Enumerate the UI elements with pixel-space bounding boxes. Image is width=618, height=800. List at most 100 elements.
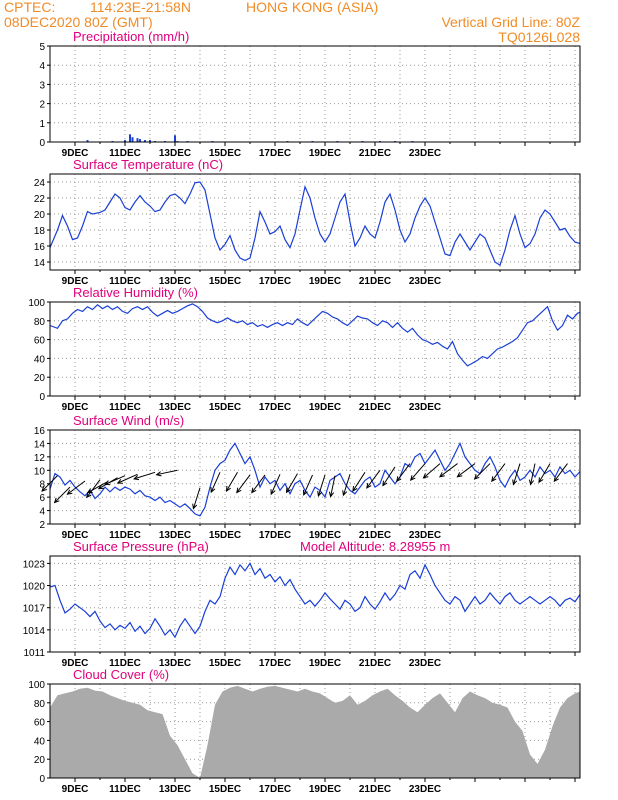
wind-wind-arrowhead — [285, 487, 291, 494]
wind-wind-arrowhead — [225, 485, 231, 492]
wind-wind-arrow — [352, 472, 366, 492]
wind-plot-bg — [50, 430, 580, 524]
wind-wind-arrow — [410, 463, 426, 481]
pressure-xtick-label: 13DEC — [159, 658, 191, 669]
wind-xtick-label: 21DEC — [359, 530, 391, 541]
pressure-subtitle: Model Altitude: 8.28955 m — [300, 539, 450, 554]
pressure-xtick-label: 15DEC — [209, 658, 241, 669]
precip-title: Precipitation (mm/h) — [73, 29, 189, 44]
precip-xtick-label: 21DEC — [359, 148, 391, 159]
precip-bar — [144, 140, 146, 142]
cloud-ytick-label: 20 — [34, 755, 46, 766]
temp-ytick-label: 14 — [34, 258, 46, 269]
header-coords: 114:23E-21:58N — [90, 0, 191, 15]
cloud-xtick-label: 19DEC — [309, 784, 341, 795]
rh-xtick-label: 23DEC — [409, 402, 441, 413]
pressure-title: Surface Pressure (hPa) — [73, 539, 209, 554]
wind-wind-arrowhead — [409, 475, 416, 481]
wind-wind-arrowhead — [366, 482, 372, 489]
wind-wind-arrowhead — [512, 479, 518, 486]
cloud-ytick-label: 40 — [34, 736, 46, 747]
rh-ytick-label: 100 — [28, 298, 45, 309]
temp-frame — [49, 173, 581, 271]
wind-wind-arrowhead — [104, 480, 111, 486]
wind-wind-arrowhead — [66, 489, 73, 495]
pressure-ytick-label: 1014 — [23, 626, 46, 637]
wind-wind-arrow — [133, 471, 156, 480]
wind-wind-arrow — [54, 486, 71, 503]
wind-xtick-label: 13DEC — [159, 530, 191, 541]
temp-ytick-label: 22 — [34, 194, 46, 205]
wind-wind-arrowhead — [116, 478, 123, 484]
wind-wind-arrowhead — [97, 484, 104, 490]
precip-ytick-label: 0 — [39, 138, 45, 149]
wind-ytick-label: 14 — [34, 439, 46, 450]
wind-wind-arrow — [317, 474, 326, 497]
temp-xtick-label: 9DEC — [62, 276, 89, 287]
precip-ytick-label: 1 — [39, 119, 45, 130]
pressure-xtick-label: 9DEC — [62, 658, 89, 669]
wind-wind-arrow — [251, 474, 266, 493]
wind-wind-arrowhead — [553, 476, 559, 483]
precip-xtick-label: 23DEC — [409, 148, 441, 159]
precip-bar — [149, 140, 151, 142]
temp-xtick-label: 15DEC — [209, 276, 241, 287]
rh-ytick-label: 60 — [34, 336, 46, 347]
wind-frame — [49, 429, 581, 525]
rh-title: Relative Humidity (%) — [73, 285, 198, 300]
rh-xtick-label: 9DEC — [62, 402, 89, 413]
wind-wind-arrow — [474, 463, 491, 480]
rh-xtick-label: 21DEC — [359, 402, 391, 413]
wind-wind-arrow — [330, 475, 336, 497]
pressure-ytick-label: 1020 — [23, 582, 46, 593]
pressure-plot-bg — [50, 556, 580, 652]
wind-wind-arrow — [538, 463, 551, 483]
wind-wind-arrow — [236, 474, 251, 493]
precip-xtick-label: 19DEC — [309, 148, 341, 159]
wind-ytick-label: 10 — [34, 466, 46, 477]
rh-frame — [49, 301, 581, 397]
precip-xtick-label: 17DEC — [259, 148, 291, 159]
precip-bar — [139, 139, 141, 142]
wind-wind-arrowhead — [192, 503, 198, 510]
pressure-xtick-label: 19DEC — [309, 658, 341, 669]
pressure-ytick-label: 1023 — [23, 559, 46, 570]
wind-wind-arrow — [104, 475, 126, 485]
rh-ytick-label: 80 — [34, 317, 46, 328]
precip-ytick-label: 2 — [39, 100, 45, 111]
wind-wind-arrow — [303, 474, 313, 495]
precip-bar — [131, 137, 134, 142]
precip-bar — [174, 135, 176, 142]
rh-ytick-label: 20 — [34, 373, 46, 384]
wind-wind-arrow — [439, 463, 458, 478]
temp-ytick-label: 20 — [34, 210, 46, 221]
precip-xtick-label: 9DEC — [62, 148, 89, 159]
wind-wind-arrowhead — [303, 489, 308, 496]
cloud-xtick-label: 15DEC — [209, 784, 241, 795]
cloud-ytick-label: 0 — [39, 774, 45, 785]
temp-ytick-label: 24 — [34, 178, 46, 189]
wind-wind-arrowhead — [53, 497, 60, 504]
wind-wind-arrowhead — [133, 475, 140, 481]
cloud-xtick-label: 9DEC — [62, 784, 89, 795]
rh-xtick-label: 11DEC — [109, 402, 141, 413]
rh-ytick-label: 0 — [39, 392, 45, 403]
precip-ytick-label: 4 — [39, 61, 45, 72]
wind-wind-arrow — [382, 466, 396, 486]
wind-wind-arrowhead — [382, 480, 388, 487]
temp-ytick-label: 18 — [34, 226, 46, 237]
precip-bar — [86, 140, 89, 142]
cloud-frame — [49, 683, 581, 779]
wind-wind-arrowhead — [456, 472, 463, 478]
wind-wind-arrow — [530, 463, 536, 485]
temp-series-line — [49, 181, 581, 267]
wind-wind-arrow — [286, 473, 298, 493]
rh-plot-bg — [50, 302, 580, 396]
wind-wind-arrowhead — [251, 487, 257, 494]
wind-wind-arrowhead — [270, 489, 276, 496]
rh-series-line — [49, 303, 581, 367]
pressure-xtick-label: 17DEC — [259, 658, 291, 669]
wind-ytick-label: 4 — [39, 507, 45, 518]
header-grid-note: Vertical Grid Line: 80Z — [441, 14, 580, 30]
